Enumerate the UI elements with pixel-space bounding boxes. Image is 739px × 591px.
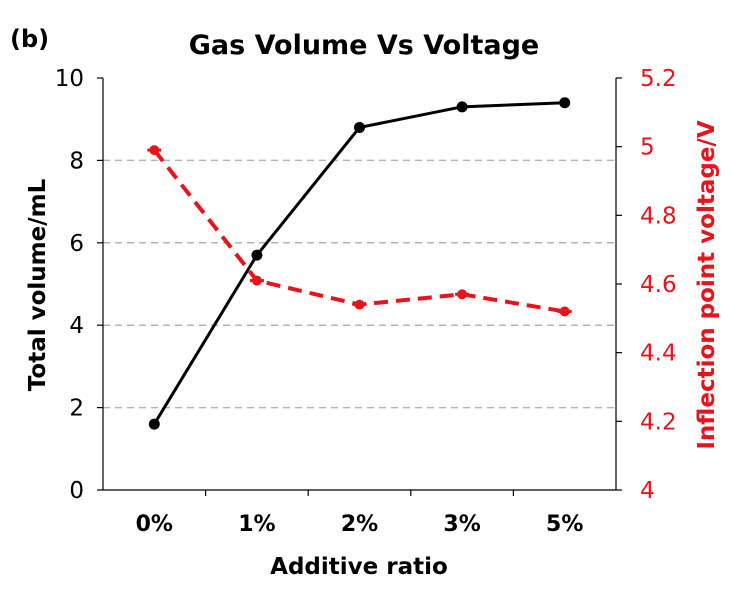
y-tick-label-left: 4 xyxy=(69,313,84,339)
x-tick-label: 2% xyxy=(341,512,378,537)
panel-label: (b) xyxy=(10,25,49,53)
y-tick-label-left: 8 xyxy=(69,148,84,174)
y-tick-label-right: 4.2 xyxy=(640,409,677,435)
x-tick-label: 0% xyxy=(136,512,173,537)
y-tick-label-right: 4 xyxy=(640,478,655,504)
y-tick-label-left: 10 xyxy=(55,66,84,92)
gridlines xyxy=(103,159,616,409)
y-tick-label-left: 2 xyxy=(69,396,84,422)
y-tick-label-left: 6 xyxy=(69,231,84,257)
x-tick-label: 1% xyxy=(238,512,275,537)
data-point-volume xyxy=(456,101,468,113)
x-tick-label: 3% xyxy=(443,512,480,537)
y-tick-label-right: 5 xyxy=(640,135,655,161)
data-point-volume xyxy=(354,121,365,133)
y-tick-label-left: 0 xyxy=(69,478,84,504)
data-point-volume xyxy=(148,418,160,430)
axes xyxy=(102,78,617,491)
series-line-volume xyxy=(153,101,565,425)
y-tick-label-right: 5.2 xyxy=(640,66,677,92)
chart-title: Gas Volume Vs Voltage xyxy=(189,30,540,61)
y-tick-label-right: 4.4 xyxy=(640,341,677,367)
series-line-voltage xyxy=(152,148,566,314)
data-point-volume xyxy=(559,97,571,109)
x-axis-label: Additive ratio xyxy=(270,554,448,580)
data-point-volume xyxy=(251,249,263,261)
series-lines xyxy=(147,97,572,430)
y-tick-label-right: 4.8 xyxy=(640,203,677,229)
y-axis-label-left: Total volume/mL xyxy=(25,178,51,391)
y-tick-label-right: 4.6 xyxy=(640,272,677,298)
ticks: 0 2 4 6 8 10 4 4.2 4.4 4.6 4.8 5 5.2 0% 1% 2% 3% 5% xyxy=(55,66,677,537)
x-tick-label: 5% xyxy=(546,512,583,537)
y-axis-label-right: Inflection point voltage/V xyxy=(694,120,720,449)
